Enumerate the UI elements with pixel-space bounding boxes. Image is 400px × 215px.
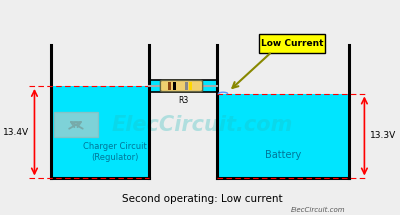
Bar	[178, 82, 181, 90]
Bar	[184, 82, 188, 90]
Text: 13.4V: 13.4V	[3, 128, 29, 137]
Bar	[173, 82, 176, 90]
Text: ElecCircuit.com: ElecCircuit.com	[112, 115, 293, 135]
Text: 13.3V: 13.3V	[370, 132, 396, 140]
Bar	[190, 82, 192, 90]
Bar	[54, 112, 98, 137]
Text: ElecCircuit.com: ElecCircuit.com	[291, 207, 346, 213]
FancyBboxPatch shape	[160, 80, 203, 92]
FancyBboxPatch shape	[259, 34, 325, 53]
Text: R3: R3	[178, 96, 188, 105]
Bar	[168, 82, 171, 90]
Bar	[52, 86, 150, 178]
Text: Low Current: Low Current	[260, 39, 323, 48]
Text: Charger Circuit: Charger Circuit	[83, 142, 147, 151]
Text: (Regulator): (Regulator)	[92, 153, 139, 162]
Text: Second operating: Low current: Second operating: Low current	[122, 194, 282, 204]
Text: Battery: Battery	[265, 150, 302, 160]
Bar	[217, 94, 349, 178]
Bar	[150, 80, 217, 92]
